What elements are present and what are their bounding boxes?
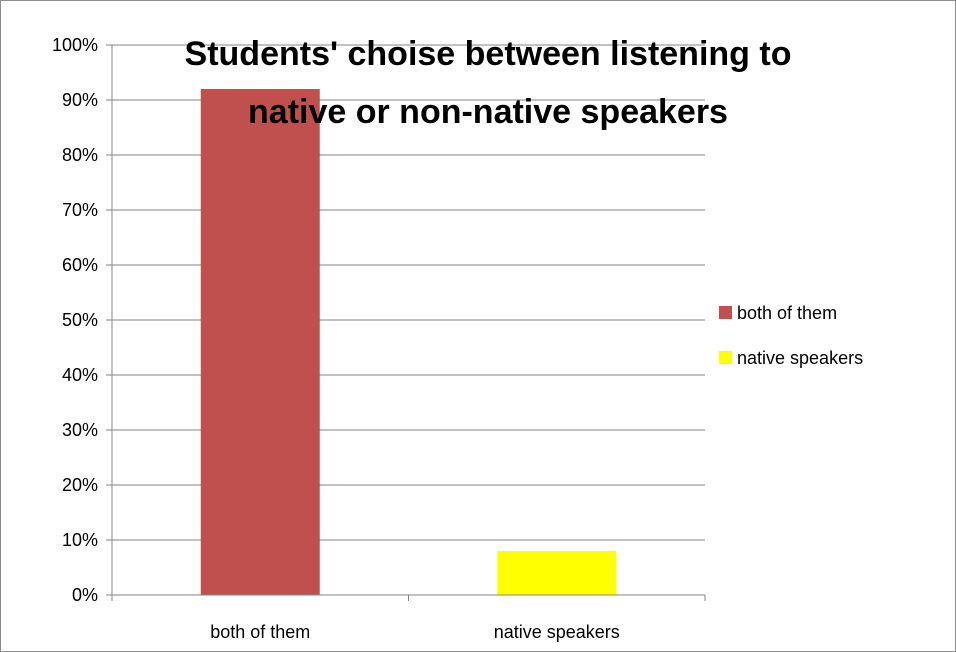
y-tick-label: 10% [62, 530, 98, 550]
y-axis-ticks: 0% 10% 20% 30% 40% 50% 60% 70% 80% 90% 100% [52, 35, 98, 605]
legend: both of them native speakers [719, 303, 863, 368]
legend-label: native speakers [737, 348, 863, 368]
x-category-label: native speakers [494, 622, 620, 642]
chart-title: Students' choise between listening to nat… [185, 35, 792, 131]
y-tick-label: 90% [62, 90, 98, 110]
x-axis-categories: both of them native speakers [210, 622, 620, 642]
legend-swatch [719, 351, 732, 364]
y-tick-label: 100% [52, 35, 98, 55]
y-tick-label: 50% [62, 310, 98, 330]
bars [200, 89, 617, 595]
chart-title-line: Students' choise between listening to [185, 35, 792, 73]
y-tick-label: 60% [62, 255, 98, 275]
chart-title-line: native or non-native speakers [248, 93, 728, 131]
y-tick-label: 0% [72, 585, 98, 605]
y-tick-label: 70% [62, 200, 98, 220]
x-category-label: both of them [210, 622, 310, 642]
y-tick-label: 20% [62, 475, 98, 495]
legend-label: both of them [737, 303, 837, 323]
bar-both-of-them [200, 89, 320, 595]
y-tick-label: 40% [62, 365, 98, 385]
bar-native-speakers [497, 551, 617, 595]
y-tick-label: 80% [62, 145, 98, 165]
axes [106, 44, 706, 601]
y-tick-label: 30% [62, 420, 98, 440]
legend-swatch [719, 306, 732, 319]
